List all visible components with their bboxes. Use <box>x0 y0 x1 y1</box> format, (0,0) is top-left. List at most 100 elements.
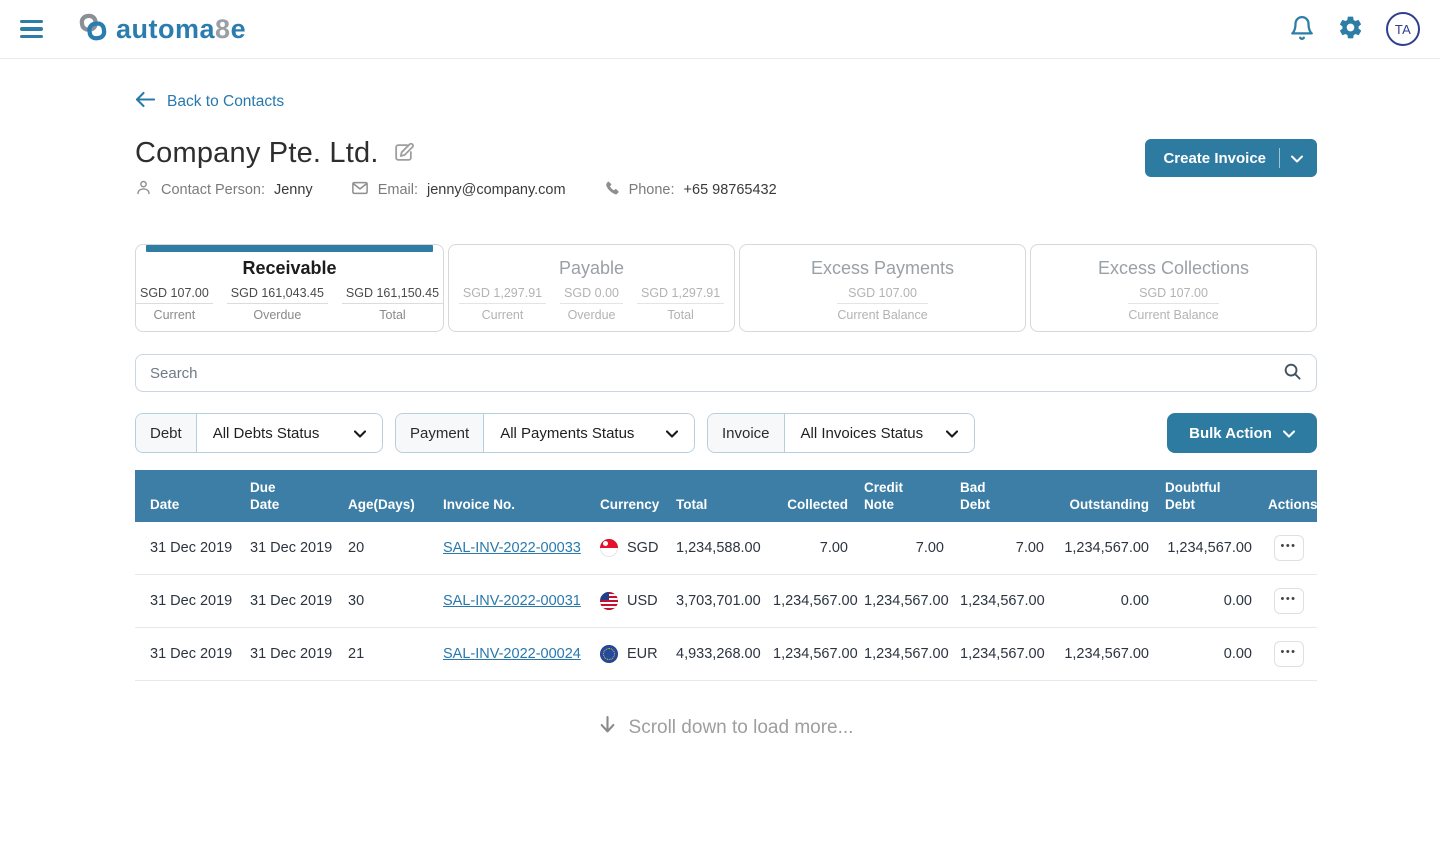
hamburger-menu-icon[interactable] <box>20 13 52 45</box>
column-header-due-date: Due Date <box>242 470 340 522</box>
stat-value: SGD 1,297.91 <box>458 286 547 304</box>
filter-label: Debt <box>136 414 197 452</box>
row-actions-button[interactable]: ••• <box>1273 641 1304 667</box>
stat-label: Overdue <box>567 308 616 322</box>
row-actions-button[interactable]: ••• <box>1273 588 1304 614</box>
contact-email: Email: jenny@company.com <box>351 180 566 200</box>
stat-value: SGD 1,297.91 <box>636 286 725 304</box>
filter-selected-value: All Debts Status <box>212 424 320 442</box>
tab-title: Receivable <box>242 258 337 278</box>
invoice-link[interactable]: SAL-INV-2022-00024 <box>443 646 581 662</box>
currency-code: SGD <box>627 540 659 556</box>
cell-credit-note: 1,234,567.00 <box>856 627 952 681</box>
contact-person: Contact Person: Jenny <box>135 179 313 200</box>
invoice-link[interactable]: SAL-INV-2022-00033 <box>443 540 581 556</box>
cell-total: 3,703,701.00 <box>668 574 765 628</box>
search-bar <box>135 354 1317 392</box>
arrow-down-icon <box>599 715 616 740</box>
table-header: Date Due Date Age(Days) Invoice No. Currency… <box>135 470 1318 522</box>
phone-value: +65 98765432 <box>683 181 777 198</box>
cell-total: 4,933,268.00 <box>668 627 765 681</box>
gear-icon <box>1337 14 1364 44</box>
column-header-bad-debt: Bad Debt <box>952 470 1052 522</box>
stat-label: Current <box>481 308 524 322</box>
create-invoice-label: Create Invoice <box>1163 149 1266 167</box>
edit-pencil-icon <box>393 142 414 166</box>
stat-value: SGD 161,043.45 <box>226 286 328 304</box>
cell-outstanding: 1,234,567.00 <box>1052 627 1157 681</box>
notifications-button[interactable] <box>1289 15 1315 44</box>
page-title: Company Pte. Ltd. <box>135 137 379 169</box>
app-logo[interactable]: automa8e <box>76 10 246 49</box>
cell-actions: ••• <box>1260 574 1317 628</box>
stat-value: SGD 161,150.45 <box>341 286 444 304</box>
load-more-text: Scroll down to load more... <box>628 716 854 738</box>
stat: SGD 107.00 Current <box>136 286 213 322</box>
stat: SGD 1,297.91 Current <box>458 286 547 322</box>
filter-label: Invoice <box>708 414 785 452</box>
cell-bad-debt: 1,234,567.00 <box>952 627 1052 681</box>
logo-mark-icon <box>76 10 110 49</box>
cell-bad-debt: 1,234,567.00 <box>952 574 1052 628</box>
sg-flag-icon <box>600 539 618 557</box>
cell-age: 30 <box>340 574 435 628</box>
ellipsis-icon: ••• <box>1280 592 1297 605</box>
filter-invoice-select[interactable]: All Invoices Status <box>784 414 974 452</box>
tab-excess-payments[interactable]: Excess Payments SGD 107.00 Current Balan… <box>739 244 1027 332</box>
mail-icon <box>351 180 369 200</box>
column-header-outstanding: Outstanding <box>1052 470 1157 522</box>
cell-invoice-no: SAL-INV-2022-00033 <box>435 522 592 575</box>
bulk-action-button[interactable]: Bulk Action <box>1167 413 1317 453</box>
cell-bad-debt: 7.00 <box>952 522 1052 575</box>
cell-date: 31 Dec 2019 <box>135 522 242 575</box>
page-header: Company Pte. Ltd. <box>135 113 1317 200</box>
cell-date: 31 Dec 2019 <box>135 574 242 628</box>
topbar: automa8e TA <box>0 0 1440 59</box>
filter-row: Debt All Debts Status Payment All Paymen… <box>135 413 1317 453</box>
filter-payment-select[interactable]: All Payments Status <box>484 414 694 452</box>
phone-icon <box>604 180 620 200</box>
tab-receivable[interactable]: Receivable SGD 107.00 Current SGD 161,04… <box>135 244 445 332</box>
chevron-down-icon <box>945 425 959 442</box>
row-actions-button[interactable]: ••• <box>1273 535 1304 561</box>
cell-invoice-no: SAL-INV-2022-00031 <box>435 574 592 628</box>
cell-collected: 1,234,567.00 <box>765 627 858 681</box>
cell-collected: 7.00 <box>765 522 856 575</box>
table-row: 31 Dec 2019 31 Dec 2019 20 SAL-INV-2022-… <box>135 522 1317 575</box>
invoice-link[interactable]: SAL-INV-2022-00031 <box>443 593 581 609</box>
filter-invoice: Invoice All Invoices Status <box>707 413 975 453</box>
eu-flag-icon <box>600 645 618 663</box>
filter-debt-select[interactable]: All Debts Status <box>196 414 382 452</box>
cell-currency: USD <box>592 574 668 628</box>
user-avatar[interactable]: TA <box>1386 12 1420 46</box>
chevron-down-icon <box>1282 425 1295 442</box>
button-divider <box>1279 148 1280 168</box>
stat-value: SGD 107.00 <box>837 286 928 304</box>
edit-company-button[interactable] <box>393 142 414 166</box>
main-content: Back to Contacts Company Pte. Ltd. <box>135 91 1318 740</box>
stat-value: SGD 107.00 <box>1128 286 1219 304</box>
filter-selected-value: All Payments Status <box>500 424 635 442</box>
tab-payable[interactable]: Payable SGD 1,297.91 Current SGD 0.00 Ov… <box>448 244 736 332</box>
cell-currency: EUR <box>592 627 668 681</box>
bell-icon <box>1289 15 1315 44</box>
summary-cards: Receivable SGD 107.00 Current SGD 161,04… <box>135 244 1317 332</box>
filter-debt: Debt All Debts Status <box>135 413 383 453</box>
create-invoice-button[interactable]: Create Invoice <box>1145 139 1317 177</box>
email-value: jenny@company.com <box>426 181 566 198</box>
back-to-contacts-link[interactable]: Back to Contacts <box>135 91 284 113</box>
search-button[interactable] <box>1283 362 1302 384</box>
stat-label: Total <box>379 308 406 322</box>
stat-label: Total <box>667 308 694 322</box>
stat-label: Current Balance <box>1128 308 1219 322</box>
settings-button[interactable] <box>1337 14 1364 44</box>
tab-title: Payable <box>559 258 625 278</box>
search-input[interactable] <box>150 364 1283 382</box>
logo-text: automa8e <box>116 13 247 44</box>
column-header-date: Date <box>135 470 242 522</box>
filter-label: Payment <box>396 414 485 452</box>
tab-excess-collections[interactable]: Excess Collections SGD 107.00 Current Ba… <box>1030 244 1317 332</box>
cell-credit-note: 7.00 <box>856 522 952 575</box>
us-flag-icon <box>600 592 618 610</box>
stat: SGD 107.00 Current Balance <box>1128 286 1219 322</box>
